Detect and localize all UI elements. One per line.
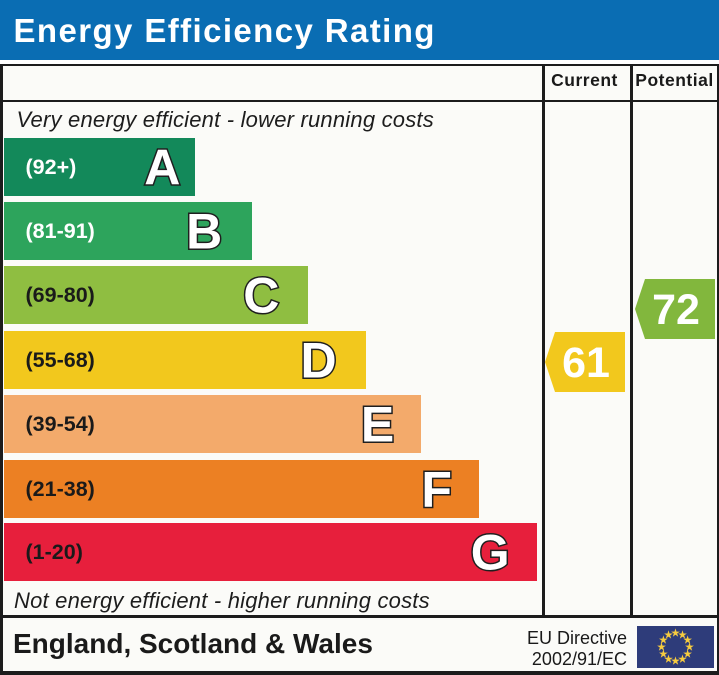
svg-text:72: 72	[652, 285, 700, 333]
svg-text:D: D	[301, 332, 337, 388]
svg-text:G: G	[471, 524, 510, 580]
svg-text:E: E	[361, 396, 394, 452]
svg-text:61: 61	[562, 338, 610, 386]
svg-text:B: B	[186, 203, 222, 259]
svg-text:F: F	[421, 461, 452, 517]
svg-text:A: A	[144, 139, 180, 195]
svg-text:C: C	[243, 267, 279, 323]
